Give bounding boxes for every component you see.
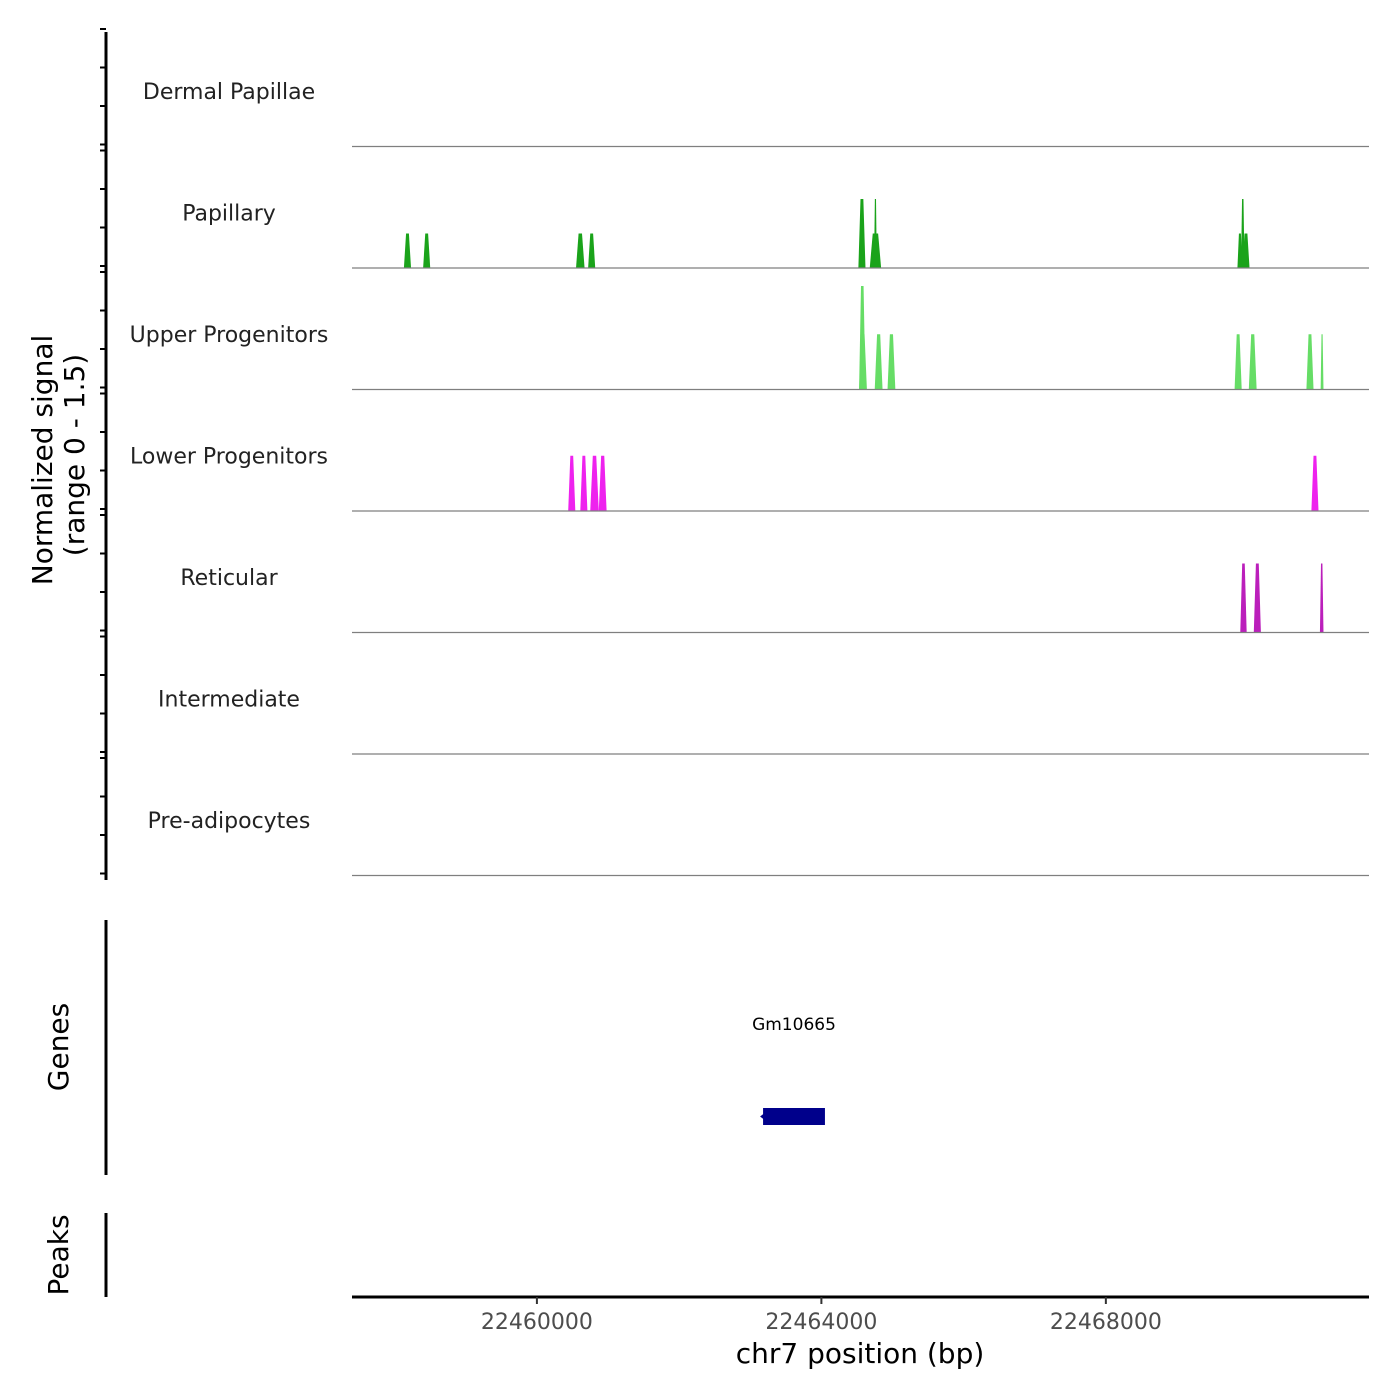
track-label: Reticular [180,566,278,591]
coverage-peak [588,233,596,268]
coverage-peak [1319,563,1324,633]
track-dermal-papillae: Dermal Papillae [143,80,1369,148]
coverage-peak [568,455,576,511]
x-axis-ticks: 22460000 22464000 22468000 [481,1297,1162,1335]
coverage-peak [403,233,412,268]
x-tick-label: 22464000 [765,1310,877,1335]
genes-axis-title: Genes [42,1003,75,1091]
signal-axis-title: Normalized signal [26,335,59,586]
track-label: Pre-adipocytes [148,809,311,834]
x-axis-title: chr7 position (bp) [736,1337,985,1370]
track-intermediate: Intermediate [158,688,1369,755]
coverage-peak [874,334,883,390]
track-upper-progenitors: Upper Progenitors [130,286,1369,391]
coverage-peak [580,455,588,511]
coverage-peak [1240,563,1247,633]
coverage-peak [1320,334,1324,390]
gene-name-label: Gm10665 [752,1015,836,1035]
peaks-axis-title: Peaks [42,1214,75,1295]
coverage-peak [423,233,431,268]
signal-axis-range: (range 0 - 1.5) [58,354,91,556]
gene-strand-arrow [760,1112,767,1121]
gene-gm10665: Gm10665 [752,1015,836,1125]
track-label: Lower Progenitors [130,445,328,470]
coverage-peak [1253,563,1261,633]
coverage-peak [1311,455,1319,511]
track-pre-adipocytes: Pre-adipocytes [148,809,1369,877]
coverage-tracks: Dermal Papillae Papillary Upper Progenitor… [130,80,1369,877]
track-lower-progenitors: Lower Progenitors [130,445,1369,512]
track-reticular: Reticular [180,563,1369,634]
coverage-peak [887,334,896,390]
coverage-peak [859,334,867,390]
gene-track: Gm10665 [752,1015,836,1125]
track-label: Papillary [182,202,276,227]
coverage-peak [1306,334,1314,390]
track-papillary: Papillary [182,199,1369,269]
coverage-peak [590,455,599,511]
coverage-peak [598,455,607,511]
signal-y-axis-ticks [100,28,106,875]
gene-body [763,1108,825,1125]
track-label: Intermediate [158,688,300,713]
coverage-peak [1242,233,1250,268]
x-tick-label: 22468000 [1050,1310,1162,1335]
coverage-peak [1248,334,1257,390]
track-label: Upper Progenitors [130,323,329,348]
coverage-peak [874,199,877,268]
x-tick-label: 22460000 [481,1310,593,1335]
coverage-peak [858,199,866,268]
coverage-peak [1234,334,1242,390]
coverage-peak [576,233,585,268]
track-label: Dermal Papillae [143,80,315,105]
